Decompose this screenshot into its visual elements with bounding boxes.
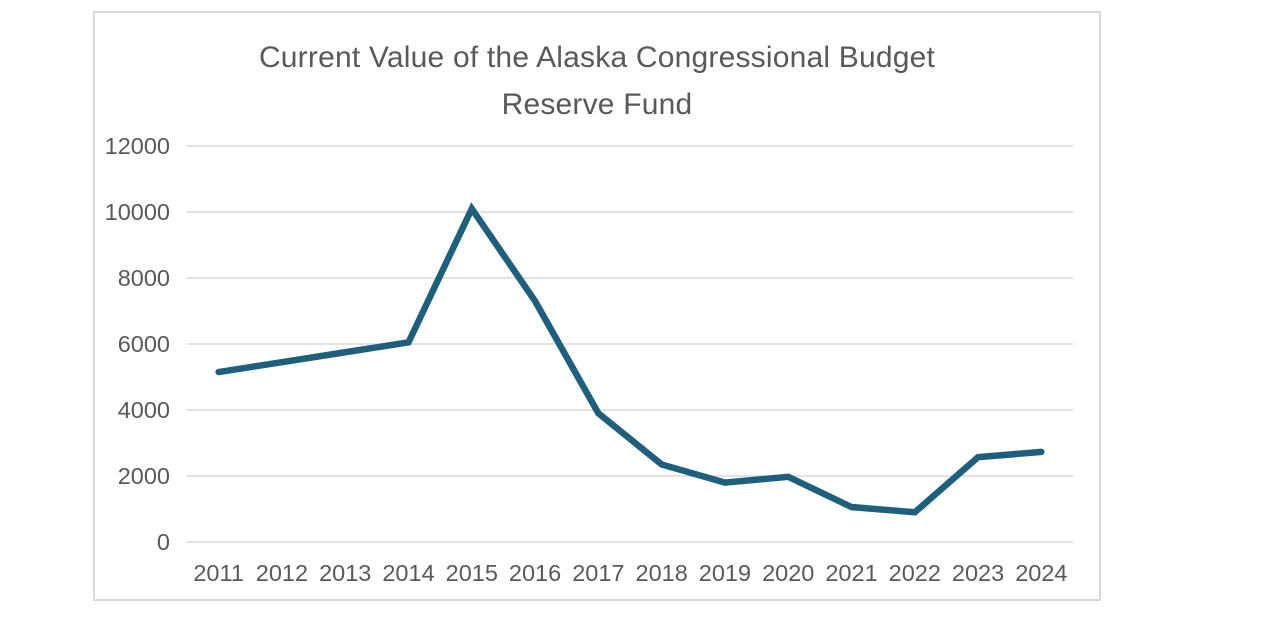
chart-frame: 0 2000 4000 6000 8000 10000 12000 2011 2012 2013 2… — [93, 11, 1101, 601]
y-tick-label: 0 — [157, 529, 170, 555]
x-tick-label: 2022 — [889, 560, 941, 586]
y-tick-label: 6000 — [118, 331, 170, 357]
x-tick-label: 2015 — [446, 560, 498, 586]
chart-title-line-2: Reserve Fund — [501, 88, 693, 121]
line-chart-plot: 0 2000 4000 6000 8000 10000 12000 2011 2012 2013 2… — [105, 133, 1073, 586]
chart-title-line-1: Current Value of the Alaska Congressiona… — [258, 41, 936, 74]
x-tick-label: 2021 — [825, 560, 877, 586]
x-tick-label: 2012 — [256, 560, 308, 586]
x-tick-label: 2014 — [382, 560, 434, 586]
x-tick-label: 2019 — [699, 560, 751, 586]
x-tick-label: 2020 — [762, 560, 814, 586]
y-tick-label: 2000 — [118, 463, 170, 489]
x-tick-label: 2017 — [572, 560, 624, 586]
data-series-line — [215, 202, 1045, 516]
x-tick-label: 2016 — [509, 560, 561, 586]
y-tick-label: 8000 — [118, 265, 170, 291]
x-tick-label: 2024 — [1015, 560, 1067, 586]
x-tick-label: 2023 — [952, 560, 1004, 586]
y-tick-label: 12000 — [105, 133, 170, 159]
x-tick-label: 2011 — [193, 560, 244, 586]
y-tick-label: 10000 — [105, 199, 170, 225]
x-tick-label: 2018 — [636, 560, 688, 586]
y-tick-label: 4000 — [118, 397, 170, 423]
chart-title: Current Value of the Alaska Congressiona… — [95, 34, 1099, 128]
x-tick-label: 2013 — [319, 560, 371, 586]
